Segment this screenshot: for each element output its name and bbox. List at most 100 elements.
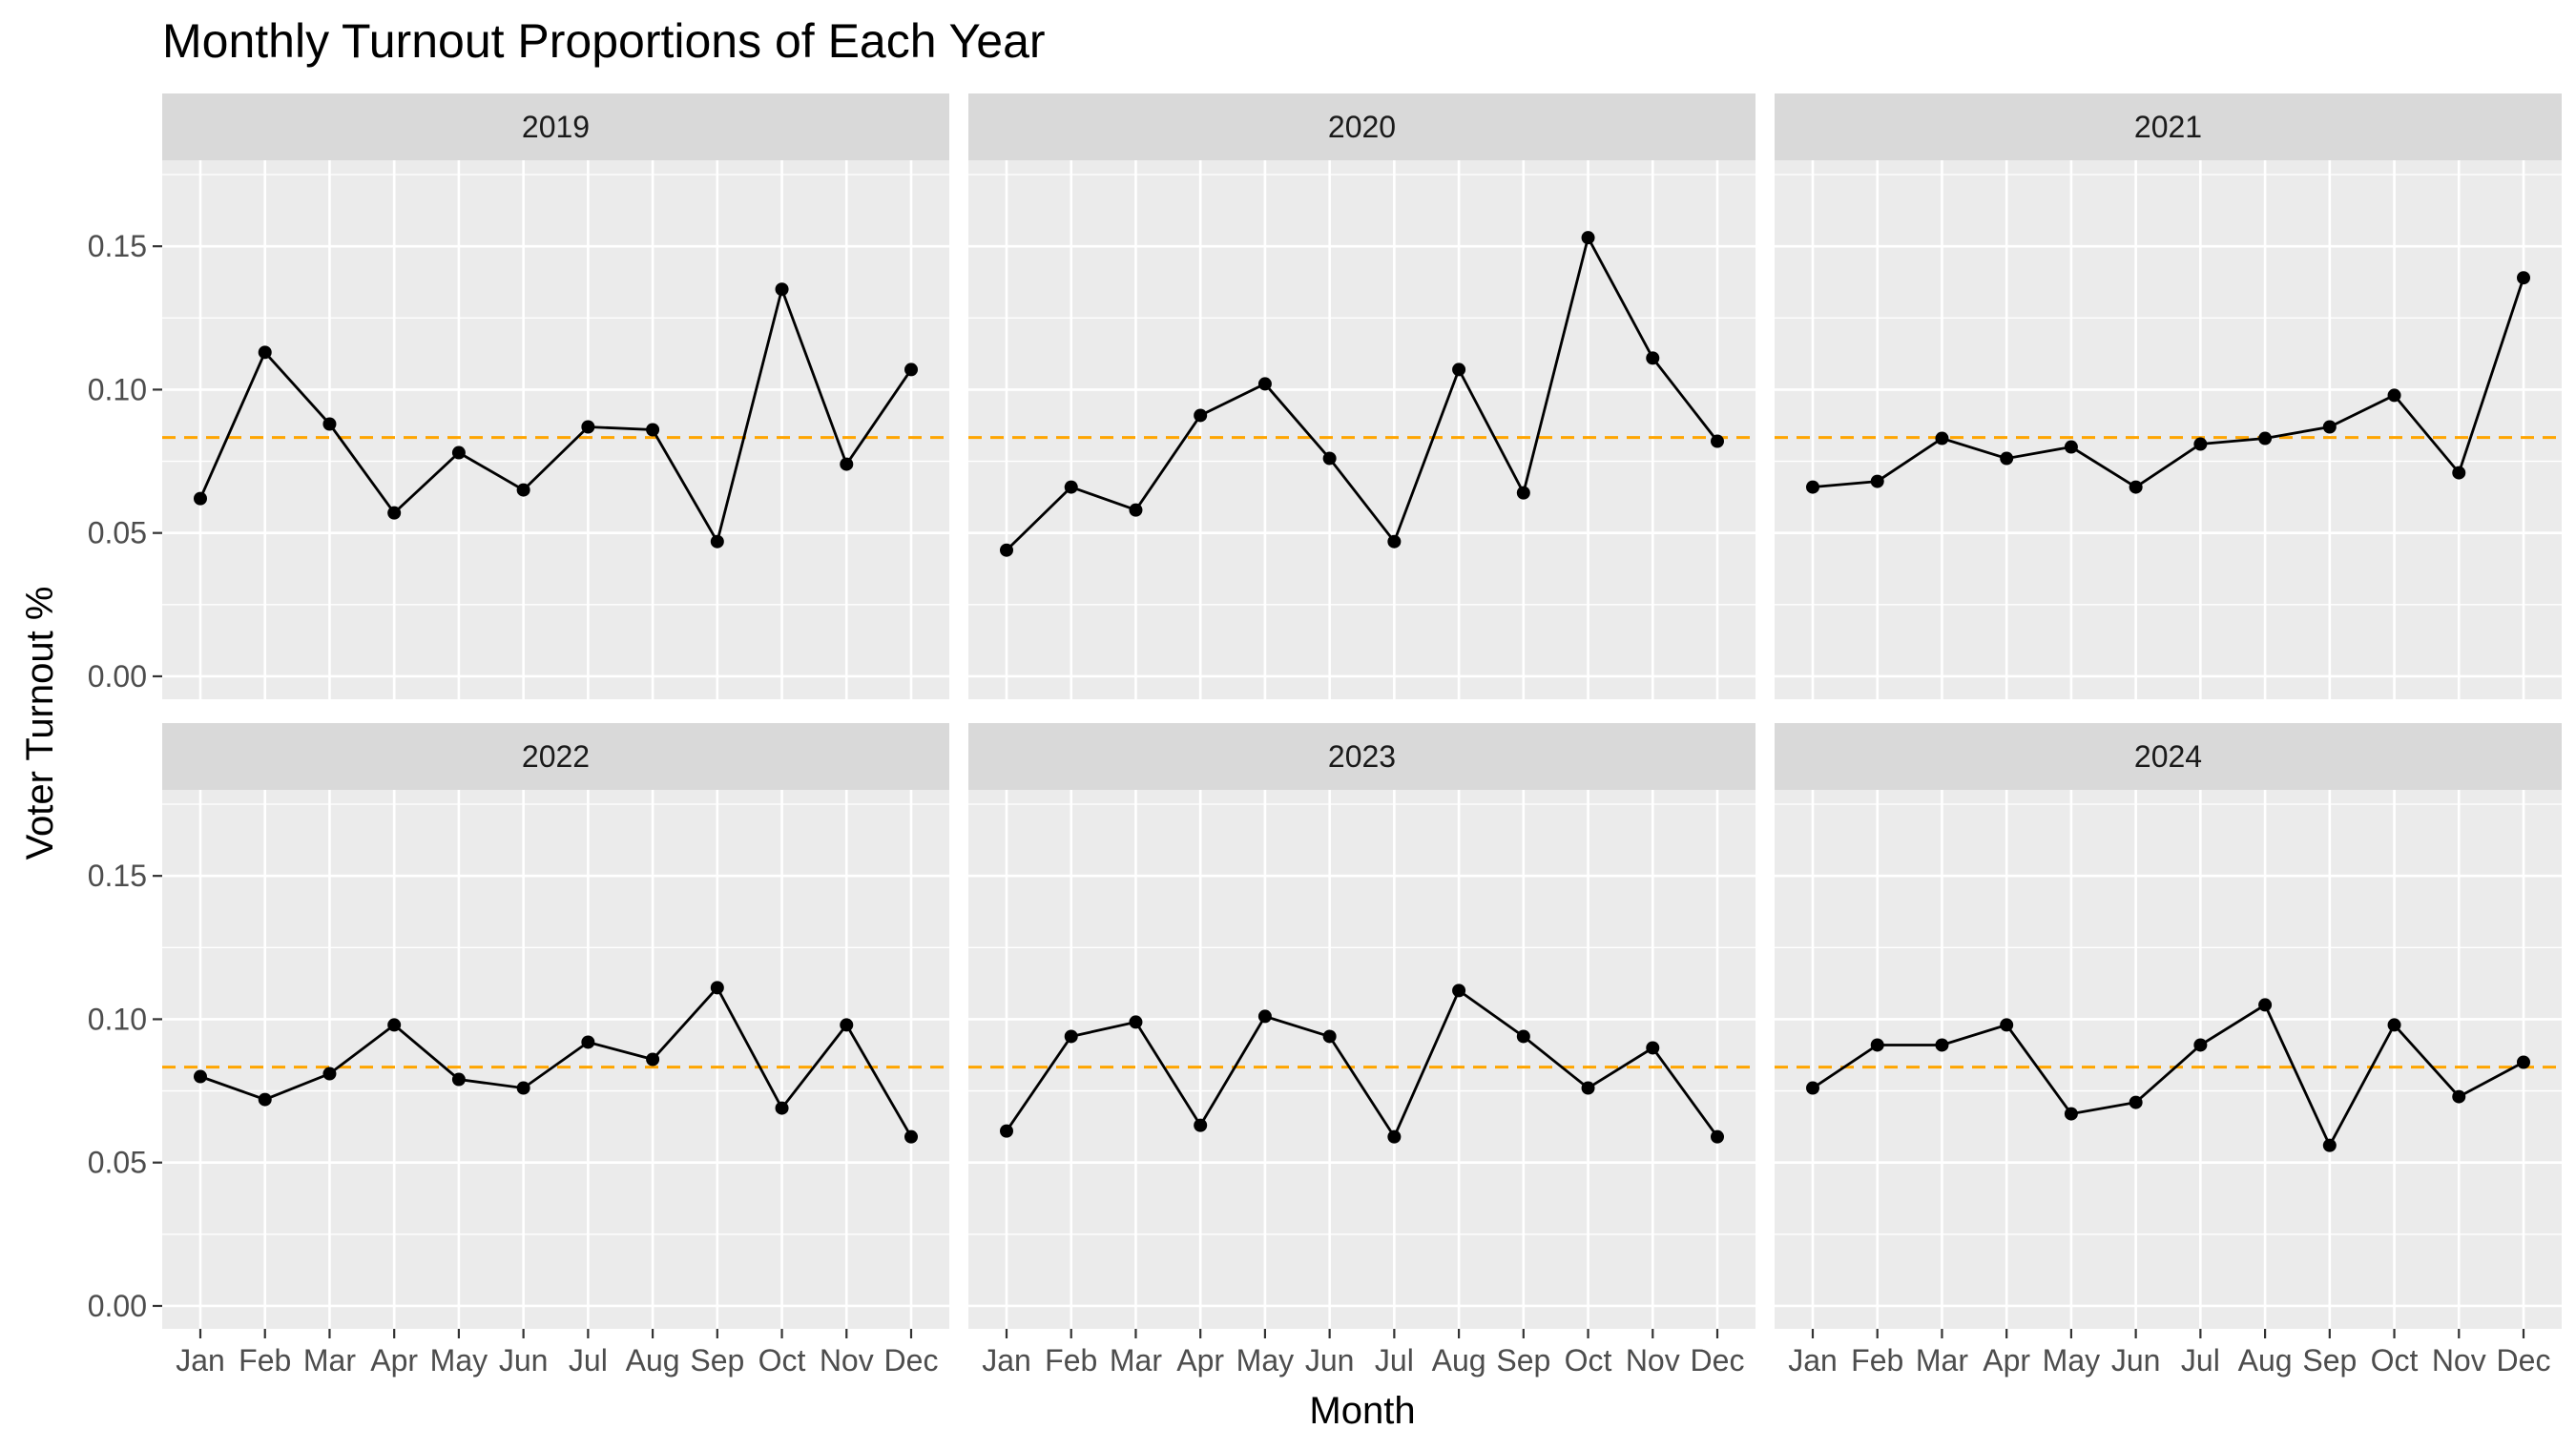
facet-strip-label: 2020 — [1328, 110, 1396, 144]
x-tick-label: Dec — [2497, 1343, 2551, 1378]
data-point-nov — [2452, 1089, 2466, 1104]
data-point-jul — [581, 1035, 595, 1049]
facet-strip-label: 2019 — [522, 110, 590, 144]
facet-strip — [162, 723, 949, 790]
data-point-apr — [1194, 1118, 1208, 1132]
x-tick-label: May — [430, 1343, 488, 1378]
panel-background — [162, 160, 949, 699]
x-tick-label: Mar — [1110, 1343, 1162, 1378]
x-tick-label: Feb — [239, 1343, 291, 1378]
panel-background — [968, 160, 1755, 699]
x-tick-label: Apr — [1176, 1343, 1224, 1378]
y-tick-label: 0.00 — [88, 659, 147, 694]
data-point-dec — [1711, 1129, 1724, 1144]
data-point-sep — [2322, 1138, 2337, 1152]
data-point-aug — [1452, 984, 1466, 998]
x-tick-label: Dec — [884, 1343, 939, 1378]
data-point-dec — [904, 362, 918, 377]
x-tick-label: Jan — [982, 1343, 1031, 1378]
data-point-may — [2064, 440, 2078, 454]
data-point-jan — [194, 491, 207, 506]
x-tick-label: Sep — [2302, 1343, 2357, 1378]
data-point-aug — [646, 1052, 660, 1067]
data-point-apr — [1194, 408, 1208, 423]
x-tick-label: Jan — [1788, 1343, 1838, 1378]
data-point-sep — [710, 534, 724, 549]
data-point-nov — [2452, 466, 2466, 480]
y-tick-label: 0.10 — [88, 372, 147, 406]
data-point-mar — [1935, 1038, 1949, 1052]
x-tick-label: Feb — [1851, 1343, 1903, 1378]
x-tick-label: Oct — [1565, 1343, 1612, 1378]
data-point-sep — [1516, 1029, 1530, 1044]
facet-strip-label: 2023 — [1328, 739, 1396, 774]
data-point-feb — [1870, 1038, 1884, 1052]
data-point-dec — [1711, 434, 1724, 448]
data-point-apr — [2000, 451, 2014, 466]
data-point-jul — [581, 420, 595, 434]
data-point-nov — [1646, 1041, 1660, 1055]
data-point-mar — [1935, 431, 1949, 445]
data-point-may — [451, 445, 466, 460]
data-point-feb — [1870, 474, 1884, 488]
facet-2021: 2021 — [1775, 93, 2562, 699]
data-point-may — [451, 1072, 466, 1087]
data-point-feb — [258, 1092, 272, 1107]
data-point-dec — [2517, 1055, 2530, 1069]
facet-strip — [968, 93, 1755, 160]
y-tick-label: 0.10 — [88, 1002, 147, 1036]
data-point-feb — [1064, 480, 1078, 494]
data-point-aug — [646, 423, 660, 437]
facet-strip — [162, 93, 949, 160]
data-point-oct — [775, 282, 789, 297]
data-point-jan — [1806, 1081, 1819, 1095]
y-axis-title: Voter Turnout % — [19, 587, 61, 860]
data-point-jun — [1322, 1029, 1337, 1044]
x-tick-label: Nov — [820, 1343, 874, 1378]
x-tick-label: Jun — [1305, 1343, 1355, 1378]
data-point-apr — [387, 506, 402, 520]
facet-strip — [1775, 723, 2562, 790]
data-point-may — [2064, 1107, 2078, 1121]
data-point-aug — [2258, 431, 2273, 445]
x-tick-label: Jun — [2111, 1343, 2161, 1378]
y-tick-label: 0.15 — [88, 229, 147, 263]
data-point-sep — [1516, 486, 1530, 500]
data-point-aug — [1452, 362, 1466, 377]
data-point-oct — [2387, 388, 2401, 403]
x-tick-label: Dec — [1691, 1343, 1745, 1378]
panel-background — [1775, 160, 2562, 699]
data-point-jan — [1806, 480, 1819, 494]
y-tick-label: 0.05 — [88, 516, 147, 550]
data-point-jun — [516, 1081, 530, 1095]
facet-2022: 2022 0.00 0.05 0.10 0.15 Jan Feb Mar Apr May Jun Ju… — [88, 723, 949, 1378]
data-point-jan — [194, 1069, 207, 1084]
facet-strip-label: 2021 — [2134, 110, 2202, 144]
data-point-mar — [322, 1067, 337, 1081]
x-tick-label: Aug — [2238, 1343, 2293, 1378]
x-tick-label: Sep — [1496, 1343, 1550, 1378]
x-tick-label: Jun — [499, 1343, 549, 1378]
data-point-jan — [1000, 543, 1013, 557]
data-point-jan — [1000, 1124, 1013, 1138]
series-line — [199, 984, 913, 1138]
facet-strip — [968, 723, 1755, 790]
data-point-feb — [258, 345, 272, 360]
data-point-jun — [516, 483, 530, 497]
y-tick-label: 0.15 — [88, 859, 147, 893]
data-point-jul — [1387, 534, 1402, 549]
x-axis-title: Month — [1309, 1390, 1415, 1432]
series-line — [1812, 277, 2525, 489]
panel-background — [968, 790, 1755, 1329]
x-tick-label: Feb — [1045, 1343, 1097, 1378]
chart-title: Monthly Turnout Proportions of Each Year — [162, 14, 1046, 68]
facet-2024: 2024 Jan Feb Mar Apr May Jun Jul Aug Sep Oct Nov Dec — [1775, 723, 2562, 1378]
x-tick-label: Nov — [1626, 1343, 1680, 1378]
data-point-may — [1257, 377, 1272, 391]
data-point-nov — [840, 1018, 854, 1032]
panel-background — [1775, 790, 2562, 1329]
series-line — [1005, 988, 1719, 1140]
x-tick-label: Jul — [2181, 1343, 2220, 1378]
panel-background — [162, 790, 949, 1329]
